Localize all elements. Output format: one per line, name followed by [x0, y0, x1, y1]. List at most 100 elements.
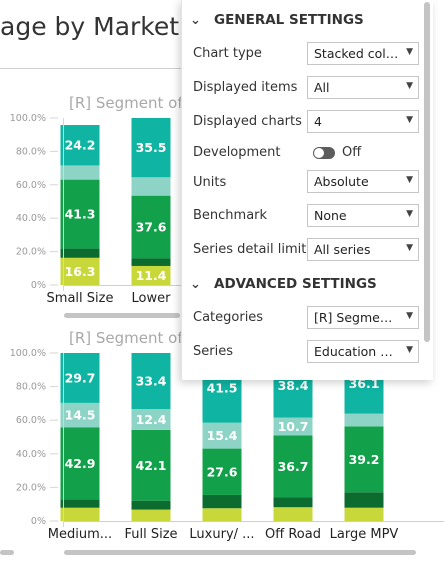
dropdown-arrow-icon: ▼: [406, 81, 413, 91]
units-value: Absolute: [314, 174, 369, 189]
bar-segment[interactable]: [131, 353, 171, 410]
dropdown-arrow-icon: ▼: [406, 311, 413, 321]
data-label: 36.7: [278, 459, 309, 474]
bar-segment[interactable]: [202, 494, 242, 509]
data-label: 11.4: [136, 268, 167, 283]
dropdown-arrow-icon: ▼: [406, 115, 413, 125]
advanced-settings-title: ADVANCED SETTINGS: [214, 276, 377, 292]
chart-type-value: Stacked colu...: [314, 46, 400, 61]
dropdown-arrow-icon: ▼: [406, 345, 413, 355]
left-horizontal-scrollbar[interactable]: [0, 550, 14, 555]
category-label: Medium...: [48, 527, 112, 542]
page-title: age by Market c: [0, 12, 201, 41]
chart-2: [R] Segment of 0% 20.0% 40.0% 60.0% 80.0% 100.…: [10, 329, 444, 542]
bar-segment[interactable]: [60, 427, 100, 500]
y-tick-label: 100.0%: [10, 348, 46, 359]
category-label: Small Size: [47, 291, 114, 306]
chart2-horizontal-scrollbar[interactable]: [64, 550, 416, 555]
categories-label: Categories: [193, 310, 264, 325]
displayed-items-label: Displayed items: [193, 80, 298, 95]
bar-segment[interactable]: [273, 507, 313, 521]
bar-segment[interactable]: [131, 195, 171, 259]
category-label: Lower: [132, 291, 172, 306]
data-label: 35.5: [136, 140, 167, 155]
displayed-charts-value: 4: [314, 114, 322, 129]
bar-segment[interactable]: [60, 507, 100, 521]
benchmark-label: Benchmark: [193, 208, 268, 223]
chart1-horizontal-scrollbar[interactable]: [64, 313, 180, 318]
data-label: 41.5: [207, 380, 238, 395]
series-detail-limit-select[interactable]: All series ▼: [307, 238, 419, 261]
bar-segment[interactable]: [60, 179, 100, 249]
displayed-items-value: All: [314, 80, 330, 95]
units-label: Units: [193, 175, 227, 190]
series-select[interactable]: Education of ... ▼: [307, 340, 419, 363]
bar-segment[interactable]: [60, 353, 100, 403]
bar-segment[interactable]: [131, 177, 171, 196]
bar-segment[interactable]: [131, 429, 171, 501]
bar-segment[interactable]: [202, 422, 242, 449]
chart-type-select[interactable]: Stacked colu... ▼: [307, 42, 419, 65]
bar-segment[interactable]: [60, 165, 100, 180]
data-label: 38.4: [278, 378, 309, 393]
category-label: Full Size: [124, 527, 177, 542]
settings-panel-scrollbar[interactable]: [424, 2, 430, 342]
data-label: 37.6: [136, 220, 167, 235]
development-toggle[interactable]: [313, 147, 335, 159]
data-label: 42.9: [65, 456, 96, 471]
series-value: Education of ...: [314, 344, 400, 359]
general-settings-title: GENERAL SETTINGS: [214, 12, 364, 28]
chart-1: [R] Segment of 0% 20.0% 40.0% 60.0% 80.0% 100.…: [10, 94, 184, 306]
data-label: 41.3: [65, 207, 96, 222]
general-settings-header[interactable]: ⌄ GENERAL SETTINGS: [190, 9, 364, 31]
category-label: Off Road: [265, 527, 321, 542]
displayed-charts-select[interactable]: 4 ▼: [307, 110, 419, 133]
bar-segment[interactable]: [131, 265, 171, 285]
bar-segment[interactable]: [344, 492, 384, 508]
bar-segment[interactable]: [131, 409, 171, 430]
bar-segment[interactable]: [344, 426, 384, 493]
bar-segment[interactable]: [273, 497, 313, 508]
bar-segment[interactable]: [202, 448, 242, 495]
toggle-knob: [314, 148, 324, 158]
bar-segment[interactable]: [273, 435, 313, 498]
bar-segment[interactable]: [273, 417, 313, 436]
chart-title: [R] Segment of: [69, 329, 183, 347]
category-label: Luxury/ ...: [189, 527, 254, 542]
bar-segment[interactable]: [344, 507, 384, 521]
data-label: 15.4: [207, 428, 238, 443]
y-tick-label: 40.0%: [16, 213, 46, 224]
units-select[interactable]: Absolute ▼: [307, 170, 419, 193]
chart-type-label: Chart type: [193, 46, 262, 61]
bar-segment[interactable]: [131, 258, 171, 266]
chevron-down-icon: ⌄: [190, 276, 201, 292]
y-tick-label: 0%: [31, 516, 46, 527]
data-label: 27.6: [207, 464, 238, 479]
series-detail-limit-value: All series: [314, 242, 371, 257]
bar-segment[interactable]: [60, 248, 100, 258]
bar-segment[interactable]: [202, 508, 242, 521]
y-tick-label: 60.0%: [16, 180, 46, 191]
bar-segment[interactable]: [131, 118, 171, 178]
bar-segment[interactable]: [131, 509, 171, 521]
benchmark-select[interactable]: None ▼: [307, 204, 419, 227]
bar-segment[interactable]: [60, 125, 100, 166]
dropdown-arrow-icon: ▼: [406, 209, 413, 219]
categories-select[interactable]: [R] Segment ... ▼: [307, 306, 419, 329]
category-label: Large MPV: [330, 527, 399, 542]
title-divider: [0, 68, 330, 69]
y-tick-label: 20.0%: [16, 482, 46, 493]
bar-segment[interactable]: [344, 413, 384, 427]
bar-segment[interactable]: [131, 500, 171, 510]
displayed-items-select[interactable]: All ▼: [307, 76, 419, 99]
bar-segment[interactable]: [60, 402, 100, 428]
categories-value: [R] Segment ...: [314, 310, 400, 325]
bar-segment[interactable]: [60, 257, 100, 285]
development-label: Development: [193, 145, 281, 160]
benchmark-value: None: [314, 208, 347, 223]
bar-segment[interactable]: [60, 499, 100, 508]
advanced-settings-header[interactable]: ⌄ ADVANCED SETTINGS: [190, 273, 377, 295]
data-label: 39.2: [349, 452, 380, 467]
y-tick-label: 80.0%: [16, 146, 46, 157]
